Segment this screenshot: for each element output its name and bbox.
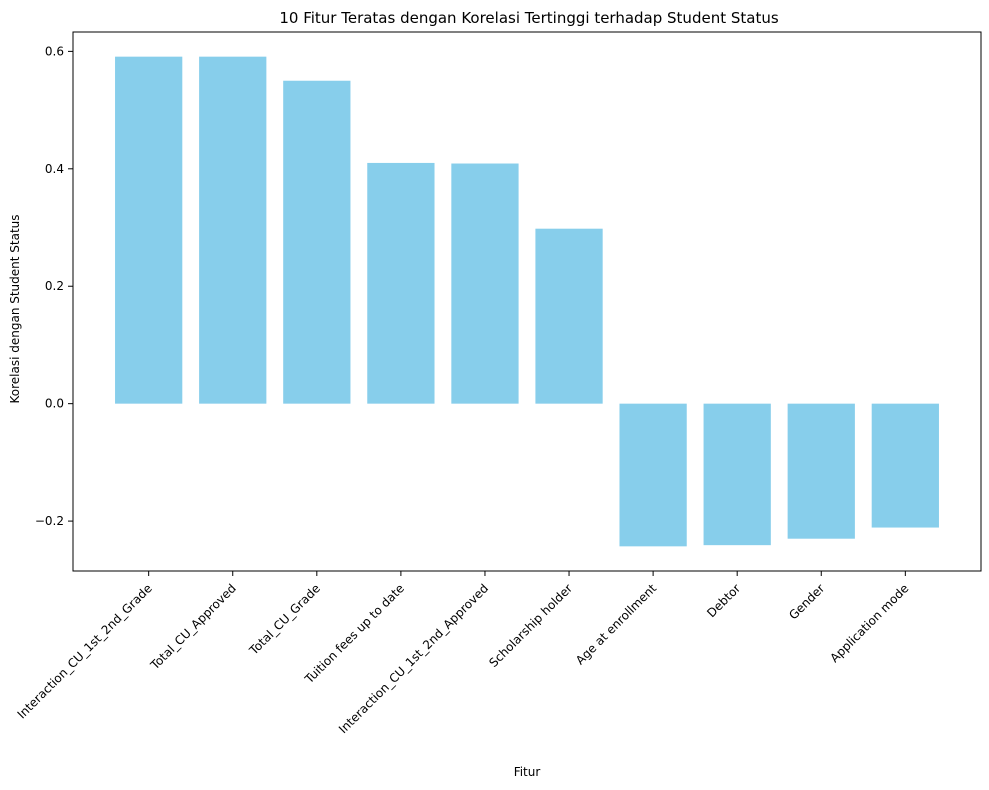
x-tick-label-6: Age at enrollment — [573, 581, 659, 667]
bar-4 — [451, 163, 519, 404]
y-tick-label-4: 0.6 — [45, 44, 64, 58]
x-axis: Interaction_CU_1st_2nd_GradeTotal_CU_App… — [15, 571, 911, 736]
bar-2 — [283, 80, 351, 404]
x-tick-label-5: Scholarship holder — [486, 581, 575, 670]
y-axis: −0.2 0.0 0.2 0.4 0.6 — [35, 44, 73, 528]
chart-title: 10 Fitur Teratas dengan Korelasi Terting… — [279, 9, 778, 27]
bar-8 — [787, 403, 855, 539]
bar-9 — [871, 403, 939, 528]
bar-7 — [703, 403, 771, 546]
plot-frame — [72, 31, 982, 572]
y-tick-label-0: −0.2 — [35, 514, 64, 528]
x-tick-label-8: Gender — [786, 581, 827, 622]
bars-group — [115, 56, 939, 547]
x-tick-label-7: Debtor — [704, 581, 743, 620]
x-tick-label-1: Total_CU_Approved — [147, 581, 239, 673]
bar-5 — [535, 228, 603, 404]
x-tick-label-2: Total_CU_Grade — [246, 581, 323, 658]
y-tick-label-3: 0.4 — [45, 162, 64, 176]
y-tick-label-1: 0.0 — [45, 397, 64, 411]
x-tick-label-4: Interaction_CU_1st_2nd_Approved — [336, 581, 491, 736]
x-axis-label: Fitur — [514, 765, 541, 779]
x-tick-label-0: Interaction_CU_1st_2nd_Grade — [15, 581, 155, 721]
bar-6 — [619, 403, 687, 547]
y-tick-label-2: 0.2 — [45, 279, 64, 293]
bar-0 — [115, 56, 183, 404]
y-axis-label: Korelasi dengan Student Status — [8, 214, 22, 403]
bar-1 — [199, 56, 267, 404]
x-tick-label-9: Application mode — [827, 581, 911, 665]
bar-3 — [367, 162, 435, 404]
